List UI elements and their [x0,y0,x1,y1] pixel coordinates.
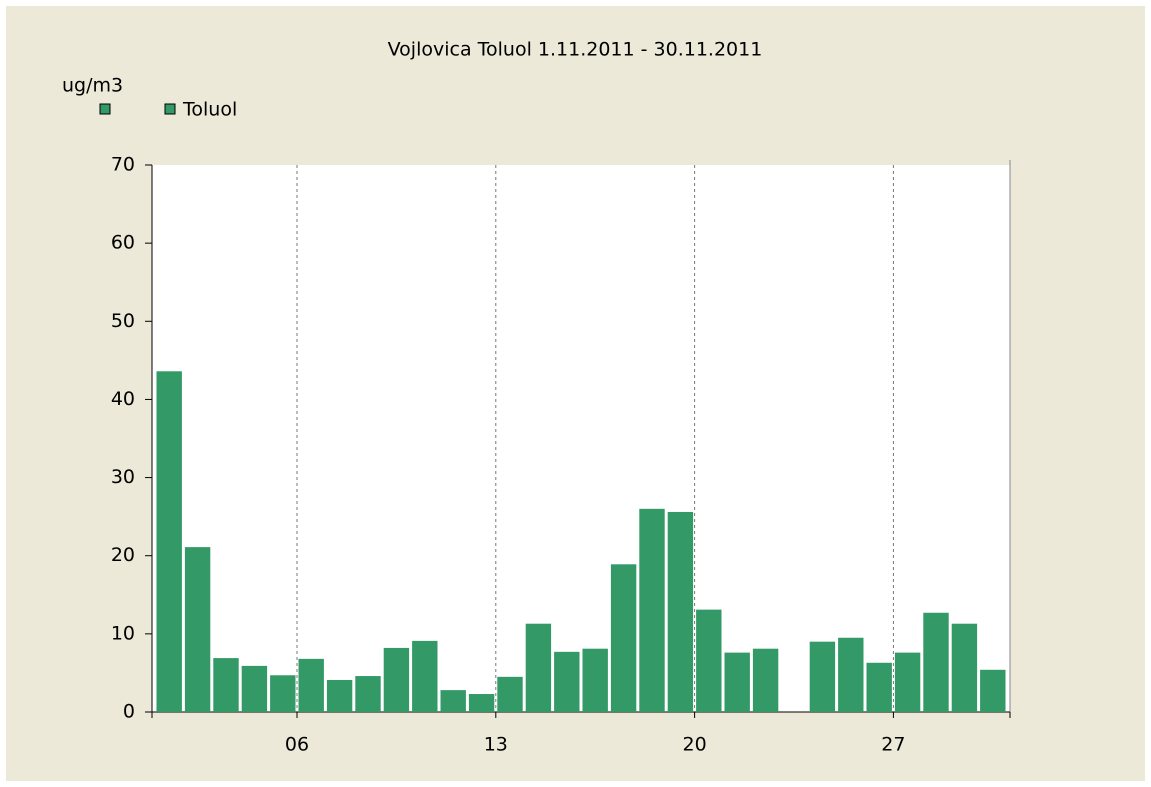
x-tick-label: 27 [881,734,905,756]
bar [412,640,438,712]
bar [156,371,182,712]
plot-area [152,165,1010,712]
bar [355,676,381,712]
bar [497,676,523,712]
bar [184,547,211,712]
bar [298,658,324,712]
bar [639,508,665,712]
chart-title: Vojlovica Toluol 1.11.2011 - 30.11.2011 [388,39,763,61]
bar [241,665,268,712]
y-tick-label: 60 [111,232,135,254]
bar [610,564,637,712]
bar [951,623,978,712]
y-tick-label: 50 [111,310,135,332]
bar [440,690,466,712]
bar [923,612,949,712]
y-tick-label: 10 [111,622,135,644]
x-tick-label: 06 [285,734,309,756]
legend-label: Toluol [182,99,237,121]
bar [468,694,495,712]
bar [270,675,296,712]
bar [894,652,921,712]
legend-swatch [164,103,176,115]
x-tick-label: 13 [484,734,508,756]
bar [980,669,1006,712]
bar [554,651,580,712]
bar [838,637,864,712]
bar [383,647,410,712]
bar [752,648,779,712]
bar [582,648,608,712]
y-tick-label: 20 [111,544,135,566]
bar [667,511,694,712]
y-tick-label: 0 [123,701,135,723]
y-tick-label: 70 [111,154,135,176]
bar [724,652,750,712]
y-axis-label: ug/m3 [62,75,123,97]
y-tick-label: 40 [111,388,135,410]
x-tick-label: 20 [683,734,707,756]
y-tick-label: 30 [111,466,135,488]
bar [866,662,892,712]
bar [809,641,836,712]
bar [213,658,239,712]
bar [696,609,722,712]
bar [525,623,552,712]
bar [326,679,353,712]
legend-swatch-blank [99,103,111,115]
